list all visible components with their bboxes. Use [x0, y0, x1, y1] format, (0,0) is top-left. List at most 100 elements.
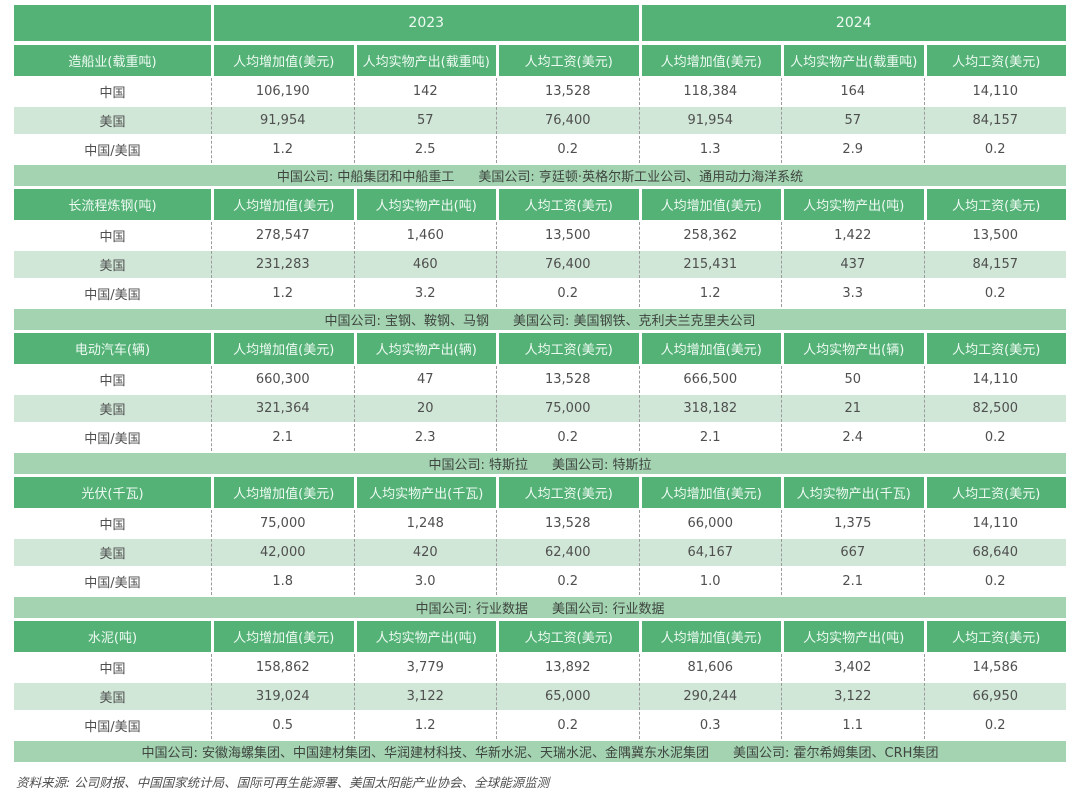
column-header: 人均增加值(美元) [638, 333, 781, 364]
column-header: 人均工资(美元) [923, 621, 1066, 652]
value-cell: 13,528 [496, 78, 639, 105]
table-row: 中国/美国 0.5 1.2 0.2 0.3 1.1 0.2 [14, 712, 1066, 739]
industry-title: 光伏(千瓦) [14, 477, 211, 508]
value-cell: 76,400 [496, 107, 639, 134]
value-cell: 0.2 [923, 280, 1066, 307]
row-label: 中国 [14, 654, 211, 681]
value-cell: 0.2 [923, 424, 1066, 451]
value-cell: 81,606 [638, 654, 781, 681]
value-cell: 3,122 [353, 683, 496, 710]
industry-section: 造船业(载重吨) 人均增加值(美元) 人均实物产出(载重吨) 人均工资(美元) 人均增加… [14, 45, 1066, 186]
table-row: 中国/美国 2.1 2.3 0.2 2.1 2.4 0.2 [14, 424, 1066, 451]
value-cell: 50 [781, 366, 924, 393]
column-header: 人均工资(美元) [923, 45, 1066, 76]
value-cell: 68,640 [923, 539, 1066, 566]
table-row: 中国/美国 1.8 3.0 0.2 1.0 2.1 0.2 [14, 568, 1066, 595]
value-cell: 42,000 [211, 539, 354, 566]
row-label: 美国 [14, 251, 211, 278]
table-row: 中国/美国 1.2 2.5 0.2 1.3 2.9 0.2 [14, 136, 1066, 163]
china-companies-note: 中国公司: 安徽海螺集团、中国建材集团、华润建材科技、华新水泥、天瑞水泥、金隅冀… [141, 746, 710, 761]
value-cell: 0.2 [496, 280, 639, 307]
value-cell: 13,892 [496, 654, 639, 681]
value-cell: 1,460 [353, 222, 496, 249]
column-header: 人均增加值(美元) [638, 621, 781, 652]
column-header: 人均增加值(美元) [638, 45, 781, 76]
value-cell: 2.9 [781, 136, 924, 163]
value-cell: 66,950 [923, 683, 1066, 710]
value-cell: 3.0 [353, 568, 496, 595]
value-cell: 75,000 [211, 510, 354, 537]
column-header: 人均工资(美元) [923, 477, 1066, 508]
value-cell: 318,182 [638, 395, 781, 422]
china-companies-note: 中国公司: 行业数据 [415, 602, 528, 617]
value-cell: 82,500 [923, 395, 1066, 422]
value-cell: 1,248 [353, 510, 496, 537]
value-cell: 1.2 [638, 280, 781, 307]
value-cell: 65,000 [496, 683, 639, 710]
value-cell: 1.2 [211, 280, 354, 307]
company-note-row: 中国公司: 行业数据 美国公司: 行业数据 [14, 597, 1066, 618]
table-row: 美国 321,364 20 75,000 318,182 21 82,500 [14, 395, 1066, 422]
company-note-row: 中国公司: 安徽海螺集团、中国建材集团、华润建材科技、华新水泥、天瑞水泥、金隅冀… [14, 741, 1066, 762]
column-header: 人均实物产出(吨) [781, 621, 924, 652]
column-header: 人均工资(美元) [496, 189, 639, 220]
value-cell: 2.3 [353, 424, 496, 451]
value-cell: 2.5 [353, 136, 496, 163]
table-row: 中国 106,190 142 13,528 118,384 164 14,110 [14, 78, 1066, 105]
industry-section: 水泥(吨) 人均增加值(美元) 人均实物产出(吨) 人均工资(美元) 人均增加值(美元)… [14, 621, 1066, 762]
column-header: 人均工资(美元) [496, 45, 639, 76]
value-cell: 13,528 [496, 366, 639, 393]
company-note-row: 中国公司: 特斯拉 美国公司: 特斯拉 [14, 453, 1066, 474]
industry-title: 电动汽车(辆) [14, 333, 211, 364]
column-header: 人均增加值(美元) [638, 477, 781, 508]
value-cell: 1.2 [211, 136, 354, 163]
value-cell: 290,244 [638, 683, 781, 710]
value-cell: 57 [353, 107, 496, 134]
industry-header-row: 电动汽车(辆) 人均增加值(美元) 人均实物产出(辆) 人均工资(美元) 人均增加值(美… [14, 333, 1066, 364]
value-cell: 2.1 [781, 568, 924, 595]
value-cell: 91,954 [638, 107, 781, 134]
value-cell: 660,300 [211, 366, 354, 393]
value-cell: 84,157 [923, 251, 1066, 278]
value-cell: 13,528 [496, 510, 639, 537]
industry-title: 造船业(载重吨) [14, 45, 211, 76]
row-label: 中国/美国 [14, 136, 211, 163]
value-cell: 1,422 [781, 222, 924, 249]
value-cell: 319,024 [211, 683, 354, 710]
table-row: 美国 231,283 460 76,400 215,431 437 84,157 [14, 251, 1066, 278]
industry-section: 电动汽车(辆) 人均增加值(美元) 人均实物产出(辆) 人均工资(美元) 人均增加值(美… [14, 333, 1066, 474]
year-header-2023: 2023 [211, 5, 639, 41]
value-cell: 21 [781, 395, 924, 422]
table-row: 中国 158,862 3,779 13,892 81,606 3,402 14,586 [14, 654, 1066, 681]
china-companies-note: 中国公司: 特斯拉 [428, 458, 528, 473]
column-header: 人均实物产出(载重吨) [353, 45, 496, 76]
value-cell: 91,954 [211, 107, 354, 134]
value-cell: 1.3 [638, 136, 781, 163]
column-header: 人均增加值(美元) [211, 477, 354, 508]
value-cell: 3.3 [781, 280, 924, 307]
value-cell: 667 [781, 539, 924, 566]
column-header: 人均增加值(美元) [211, 189, 354, 220]
value-cell: 2.1 [638, 424, 781, 451]
value-cell: 75,000 [496, 395, 639, 422]
row-label: 中国 [14, 78, 211, 105]
year-header-2024: 2024 [638, 5, 1066, 41]
column-header: 人均实物产出(千瓦) [353, 477, 496, 508]
value-cell: 2.4 [781, 424, 924, 451]
value-cell: 76,400 [496, 251, 639, 278]
column-header: 人均工资(美元) [496, 621, 639, 652]
value-cell: 158,862 [211, 654, 354, 681]
table-row: 中国 278,547 1,460 13,500 258,362 1,422 13,500 [14, 222, 1066, 249]
value-cell: 3.2 [353, 280, 496, 307]
value-cell: 1.0 [638, 568, 781, 595]
value-cell: 64,167 [638, 539, 781, 566]
value-cell: 14,110 [923, 366, 1066, 393]
value-cell: 14,110 [923, 510, 1066, 537]
column-header: 人均实物产出(辆) [781, 333, 924, 364]
column-header: 人均工资(美元) [923, 189, 1066, 220]
china-companies-note: 中国公司: 宝钢、鞍钢、马钢 [324, 314, 489, 329]
value-cell: 0.2 [923, 568, 1066, 595]
data-source-note: 资料来源: 公司财报、中国国家统计局、国际可再生能源署、美国太阳能产业协会、全球… [16, 775, 550, 790]
us-companies-note: 美国公司: 美国钢铁、克利夫兰克里夫公司 [513, 314, 756, 329]
column-header: 人均实物产出(千瓦) [781, 477, 924, 508]
